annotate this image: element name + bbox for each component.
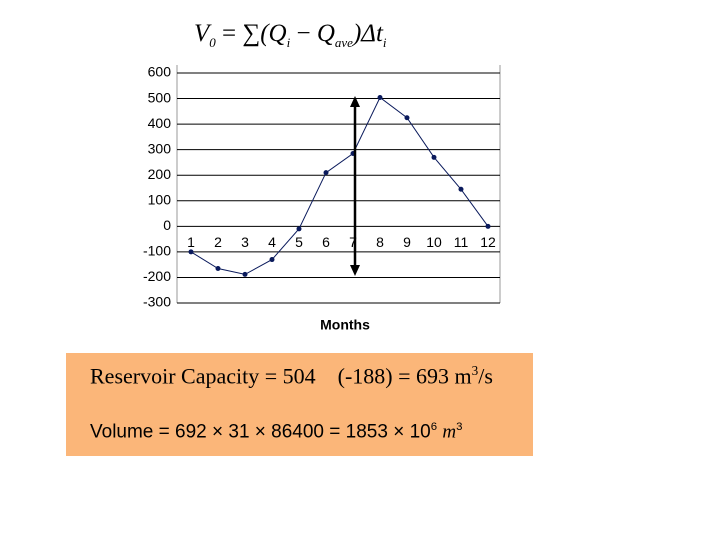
formula-part: V <box>194 20 210 47</box>
formula-part: (Q <box>260 20 287 47</box>
data-point <box>188 249 194 255</box>
data-point <box>323 170 329 176</box>
formula-part: Δt <box>361 20 383 47</box>
y-tick-label: -100 <box>143 243 171 259</box>
arrow-head <box>350 265 360 276</box>
data-point <box>485 223 491 229</box>
data-point <box>296 226 302 232</box>
data-point <box>431 154 437 160</box>
y-tick-label: -300 <box>143 294 171 310</box>
x-tick-label: 3 <box>241 234 249 250</box>
data-point <box>242 271 248 277</box>
text: Volume = 692 × 31 × 86400 = 1853 × 10 <box>90 421 431 443</box>
y-tick-label: 300 <box>148 140 172 156</box>
x-axis-label: Months <box>320 317 370 333</box>
text: 3 <box>471 363 479 378</box>
x-tick-label: 4 <box>268 234 276 250</box>
y-tick-label: 100 <box>148 191 172 207</box>
x-tick-label: 10 <box>426 234 442 250</box>
data-point <box>377 95 383 101</box>
text: 6 <box>430 421 438 433</box>
y-tick-label: -200 <box>143 268 171 284</box>
x-tick-label: 8 <box>376 234 384 250</box>
result-box: Reservoir Capacity = 504 (-188) = 693 m3… <box>66 353 533 456</box>
x-tick-label: 5 <box>295 234 303 250</box>
y-tick-label: 400 <box>148 115 172 131</box>
formula-part: i <box>286 35 291 50</box>
capacity-line: Reservoir Capacity = 504 (-188) = 693 m3… <box>90 363 493 389</box>
formula-part: ave <box>334 35 353 50</box>
x-tick-label: 7 <box>349 234 357 250</box>
formula-part: i <box>382 35 387 50</box>
arrow-head <box>350 96 360 107</box>
formula: V0 = ∑(Qi − Qave)Δti <box>194 20 387 51</box>
text: 3 <box>456 421 463 433</box>
volume-line: Volume = 692 × 31 × 86400 = 1853 × 106 m… <box>90 421 462 443</box>
text: m <box>442 421 457 443</box>
text: /s <box>478 363 493 389</box>
x-tick-label: 1 <box>187 234 195 250</box>
data-point <box>404 115 410 121</box>
data-point <box>269 257 275 263</box>
x-tick-label: 6 <box>322 234 330 250</box>
x-tick-label: 11 <box>454 234 469 250</box>
formula-part: Q <box>316 20 335 47</box>
x-tick-label: 9 <box>403 234 411 250</box>
formula-part: ∑ <box>242 20 261 47</box>
x-tick-label: 12 <box>480 234 496 250</box>
y-tick-label: 500 <box>148 89 172 105</box>
text: Reservoir Capacity = 504 (-188) = 693 m <box>90 363 472 389</box>
formula-part: − <box>296 20 311 47</box>
formula-part: 0 <box>209 35 216 50</box>
y-tick-label: 600 <box>148 64 172 80</box>
y-tick-label: 0 <box>163 217 171 233</box>
formula-part: ) <box>352 20 362 47</box>
formula-part: = <box>222 20 237 47</box>
data-point <box>215 266 221 271</box>
data-line <box>190 96 489 275</box>
y-tick-label: 200 <box>148 166 172 182</box>
data-point <box>458 186 464 192</box>
range-arrow <box>350 96 360 276</box>
x-tick-label: 2 <box>214 234 222 250</box>
